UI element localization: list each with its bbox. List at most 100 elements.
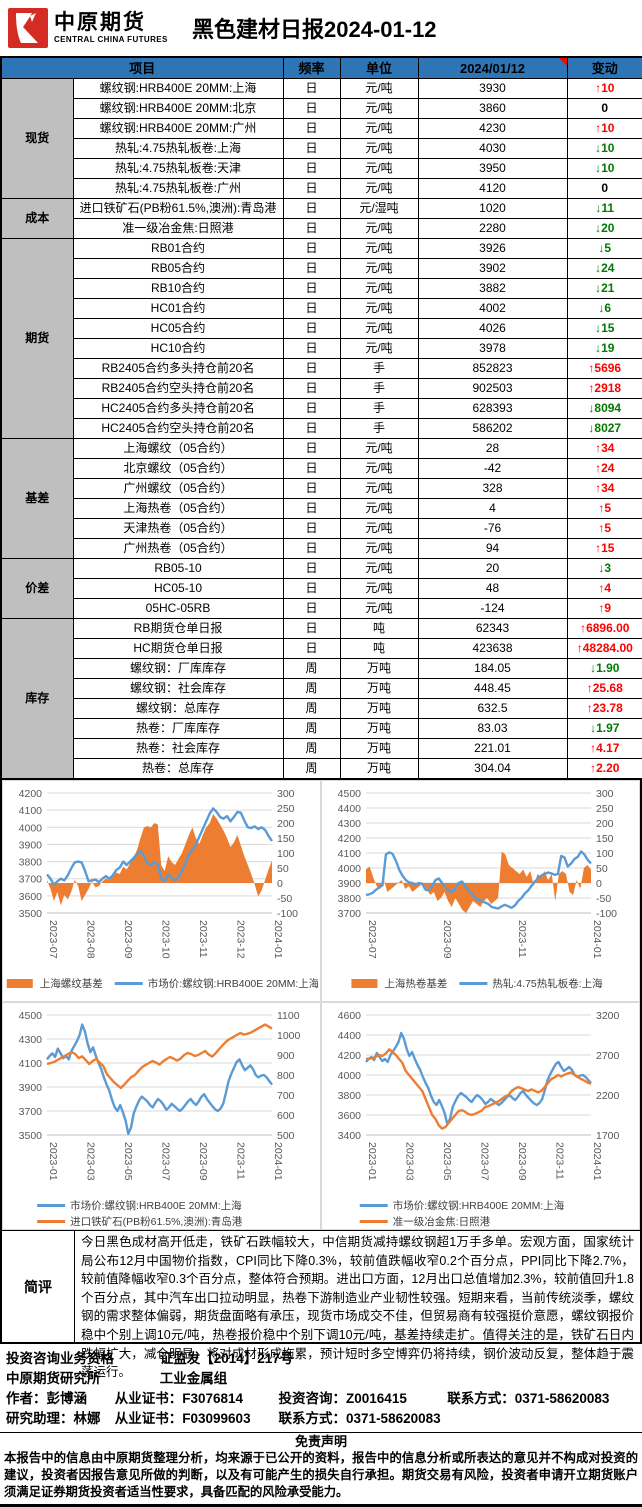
commentary-label: 简评: [2, 1231, 75, 1342]
frequency-cell: 日: [282, 458, 341, 479]
svg-text:2023-09: 2023-09: [516, 1142, 528, 1181]
svg-text:2023-11: 2023-11: [554, 1142, 566, 1180]
unit-cell: 元/吨: [339, 438, 419, 459]
svg-text:3800: 3800: [338, 893, 362, 905]
value-cell: 62343: [417, 618, 568, 639]
svg-text:150: 150: [596, 833, 614, 845]
item-cell: 螺纹钢：社会库存: [72, 678, 284, 699]
unit-cell: 万吨: [339, 718, 419, 739]
change-cell: ↑24: [566, 458, 642, 479]
value-cell: -42: [417, 458, 568, 479]
value-cell: 3930: [417, 78, 568, 99]
svg-text:700: 700: [277, 1090, 295, 1102]
group-label: 现货: [0, 78, 74, 199]
change-cell: ↓20: [566, 218, 642, 239]
author-license: 从业证书：F3076814: [114, 1391, 244, 1406]
table-row: 北京螺纹（05合约）日元/吨 -42 ↑24: [1, 458, 642, 479]
chart-hrc-basis-shanghai: 4500 4400 4300 4200 4100 4000 3900 3800 3700 300 2…: [321, 780, 640, 1002]
svg-text:3400: 3400: [338, 1130, 362, 1142]
svg-text:2023-05: 2023-05: [122, 1142, 134, 1181]
frequency-cell: 日: [282, 98, 341, 119]
chart-svg: 4500 4300 4100 3900 3700 3500 1100 1000 900 800 70…: [19, 1010, 301, 1228]
table-row: 热卷：社会库存周万吨 221.01 ↑4.17: [1, 738, 642, 759]
svg-text:200: 200: [596, 818, 614, 830]
svg-text:2023-03: 2023-03: [85, 1142, 97, 1181]
table-row: 热卷：厂库库存周万吨 83.03 ↓1.97: [1, 718, 642, 739]
frequency-cell: 周: [282, 658, 341, 679]
svg-text:2024-01: 2024-01: [591, 920, 603, 959]
item-cell: 广州热卷（05合约）: [72, 538, 284, 559]
value-cell: 3926: [417, 238, 568, 259]
value-cell: 1020: [417, 198, 568, 219]
svg-text:2023-07: 2023-07: [160, 1142, 172, 1181]
table-row: RB05合约日元/吨 3902 ↓24: [1, 258, 642, 279]
chart-rebar-vs-coke: 4600 4400 4200 4000 3800 3600 3400 3200 2700 2200…: [321, 1002, 640, 1230]
frequency-cell: 日: [282, 418, 341, 439]
unit-cell: 手: [339, 418, 419, 439]
table-row: 热轧:4.75热轧板卷:天津日元/吨 3950 ↓10: [1, 158, 642, 179]
change-cell: ↑6896.00: [566, 618, 642, 639]
change-cell: ↓11: [566, 198, 642, 219]
item-cell: 热轧:4.75热轧板卷:天津: [72, 158, 284, 179]
value-cell: 2280: [417, 218, 568, 239]
value-cell: 184.05: [417, 658, 568, 679]
svg-text:3700: 3700: [19, 1106, 43, 1118]
change-cell: ↑4: [566, 578, 642, 599]
unit-cell: 手: [339, 358, 419, 379]
change-cell: ↑5: [566, 518, 642, 539]
col-header-change: 变动: [566, 56, 642, 79]
table-row: 热轧:4.75热轧板卷:上海日元/吨 4030 ↓10: [1, 138, 642, 159]
unit-cell: 元/吨: [339, 218, 419, 239]
svg-text:2024-01: 2024-01: [272, 1142, 284, 1181]
item-cell: 螺纹钢:HRB400E 20MM:上海: [72, 78, 284, 99]
svg-text:50: 50: [277, 863, 289, 875]
svg-text:-100: -100: [596, 908, 617, 920]
svg-text:3500: 3500: [19, 1130, 43, 1142]
frequency-cell: 日: [282, 518, 341, 539]
item-cell: 热卷：厂库库存: [72, 718, 284, 739]
value-cell: 4002: [417, 298, 568, 319]
value-cell: 221.01: [417, 738, 568, 759]
svg-text:1100: 1100: [277, 1010, 300, 1022]
chart-rebar-vs-ironore: 4500 4300 4100 3900 3700 3500 1100 1000 900 800 70…: [2, 1002, 321, 1230]
frequency-cell: 日: [282, 218, 341, 239]
svg-text:2023-03: 2023-03: [404, 1142, 416, 1181]
item-cell: RB05合约: [72, 258, 284, 279]
page-title: 黑色建材日报2024-01-12: [192, 17, 437, 42]
svg-text:100: 100: [277, 848, 295, 860]
svg-text:市场价:螺纹钢:HRB400E 20MM:上海: 市场价:螺纹钢:HRB400E 20MM:上海: [148, 977, 318, 990]
change-cell: ↓21: [566, 278, 642, 299]
item-cell: 天津热卷（05合约）: [72, 518, 284, 539]
frequency-cell: 日: [282, 298, 341, 319]
table-row: RB2405合约多头持仓前20名日手 852823 ↑5696: [1, 358, 642, 379]
table-row: 螺纹钢：社会库存周万吨 448.45 ↑25.68: [1, 678, 642, 699]
item-cell: RB2405合约多头持仓前20名: [72, 358, 284, 379]
unit-cell: 手: [339, 398, 419, 419]
item-cell: 热轧:4.75热轧板卷:广州: [72, 178, 284, 199]
svg-text:3700: 3700: [19, 874, 43, 886]
table-header-row: 项目 频率 单位 2024/01/12 变动: [0, 56, 642, 79]
unit-cell: 手: [339, 378, 419, 399]
svg-text:2023-11: 2023-11: [235, 1142, 247, 1180]
frequency-cell: 周: [282, 718, 341, 739]
unit-cell: 吨: [339, 618, 419, 639]
frequency-cell: 日: [282, 78, 341, 99]
value-cell: 628393: [417, 398, 568, 419]
svg-text:4000: 4000: [338, 1070, 362, 1082]
report-header: 中原期货 CENTRAL CHINA FUTURES 黑色建材日报2024-01…: [0, 0, 642, 56]
svg-text:4300: 4300: [19, 1034, 43, 1046]
svg-text:2023-01: 2023-01: [47, 1142, 59, 1181]
frequency-cell: 日: [282, 178, 341, 199]
item-cell: 螺纹钢：厂库库存: [72, 658, 284, 679]
table-row: 准一级冶金焦:日照港日元/吨 2280 ↓20: [1, 218, 642, 239]
change-cell: ↑48284.00: [566, 638, 642, 659]
col-header-unit: 单位: [339, 56, 419, 79]
item-cell: HC05-10: [72, 578, 284, 599]
table-row: 库存 RB期货仓单日报日吨 62343 ↑6896.00: [0, 618, 642, 780]
svg-text:上海螺纹基差: 上海螺纹基差: [40, 977, 103, 990]
svg-text:3200: 3200: [596, 1010, 620, 1022]
svg-text:2023-07: 2023-07: [479, 1142, 491, 1181]
table-row: HC10合约日元/吨 3978 ↓19: [1, 338, 642, 359]
svg-text:2024-01: 2024-01: [272, 920, 284, 959]
svg-text:3900: 3900: [338, 878, 362, 890]
